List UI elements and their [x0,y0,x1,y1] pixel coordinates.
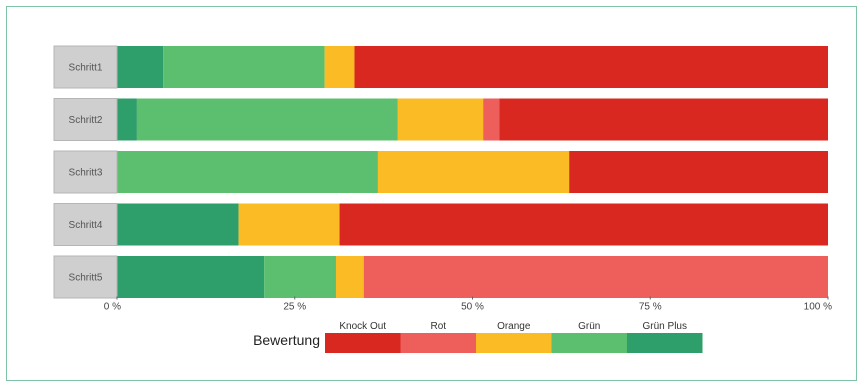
x-axis: 0 % 25 % 50 % 75 % 100 % [104,296,832,313]
bar-segment [117,46,164,88]
x-tick-label: 50 % [461,302,484,313]
bar-segment [117,151,378,193]
bar-segment [354,46,828,88]
bar-segment [117,98,137,141]
legend-swatch [476,333,552,353]
legend-swatch [551,333,627,353]
bar-segment [117,203,239,246]
bar-segment [163,46,325,88]
row-labels: Schritt1 Schritt2 Schritt3 Schritt4 Schritt5 [53,45,118,299]
legend-entry-label: Grün [578,321,600,332]
bar-segment [483,98,500,141]
x-tick-label: 100 % [804,302,832,313]
row-label: Schritt2 [69,115,103,126]
legend: Bewertung Knock Out Rot Orange Grün Grün Plu… [253,321,703,353]
bar-segment [335,256,364,298]
row-label-box [53,98,118,141]
legend-swatch [400,333,476,353]
bar-segment [339,203,828,246]
legend-swatch [627,333,703,353]
row-label-box [53,255,118,299]
bar-segment [569,151,828,193]
legend-title: Bewertung [253,332,320,348]
row-label-box [53,150,118,194]
bar-segment [117,256,265,298]
row-label: Schritt1 [69,63,103,74]
legend-entry-label: Orange [497,321,531,332]
x-tick-label: 25 % [283,302,306,313]
x-tick-label: 75 % [639,302,662,313]
row-label-box [53,45,118,89]
bar-segment [238,203,340,246]
legend-entry-label: Knock Out [339,321,386,332]
legend-entry-label: Rot [430,321,446,332]
bar-segment [363,256,828,298]
bar-segment [264,256,336,298]
legend-entry-label: Grün Plus [643,321,687,332]
row-label: Schritt5 [69,273,103,284]
row-label: Schritt3 [69,168,103,179]
row-label-box [53,203,118,246]
bar-segment [397,98,484,141]
bar-segment [377,151,570,193]
legend-swatch [325,333,401,353]
bar-segment [324,46,355,88]
bar-segment [499,98,828,141]
row-label: Schritt4 [69,220,103,231]
bar-segment [136,98,398,141]
bars-layer [54,44,828,307]
x-tick-label: 0 % [104,302,121,313]
